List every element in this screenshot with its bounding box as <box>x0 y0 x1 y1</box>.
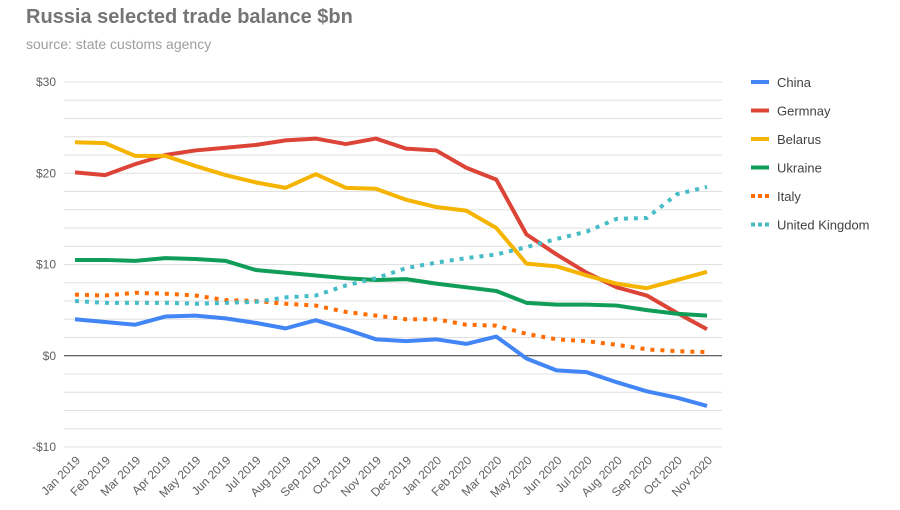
legend-label: Italy <box>777 189 801 204</box>
y-tick-label: $0 <box>43 349 57 363</box>
legend-label: Belarus <box>777 132 822 147</box>
chart-subtitle: source: state customs agency <box>26 36 212 52</box>
legend-label: Germnay <box>777 104 831 119</box>
legend-label: Ukraine <box>777 161 822 176</box>
series-line-china <box>74 313 708 408</box>
chart-title: Russia selected trade balance $bn <box>26 6 353 28</box>
series-line-ukraine <box>75 256 708 318</box>
y-tick-label: $20 <box>36 166 56 180</box>
y-tick-label: -$10 <box>32 440 56 454</box>
series-line-italy <box>74 290 708 355</box>
series-line-belarus <box>74 140 708 291</box>
y-tick-label: $30 <box>36 75 56 89</box>
legend-label: United Kingdom <box>777 218 870 233</box>
y-tick-label: $10 <box>36 258 56 272</box>
legend-label: China <box>777 75 812 90</box>
